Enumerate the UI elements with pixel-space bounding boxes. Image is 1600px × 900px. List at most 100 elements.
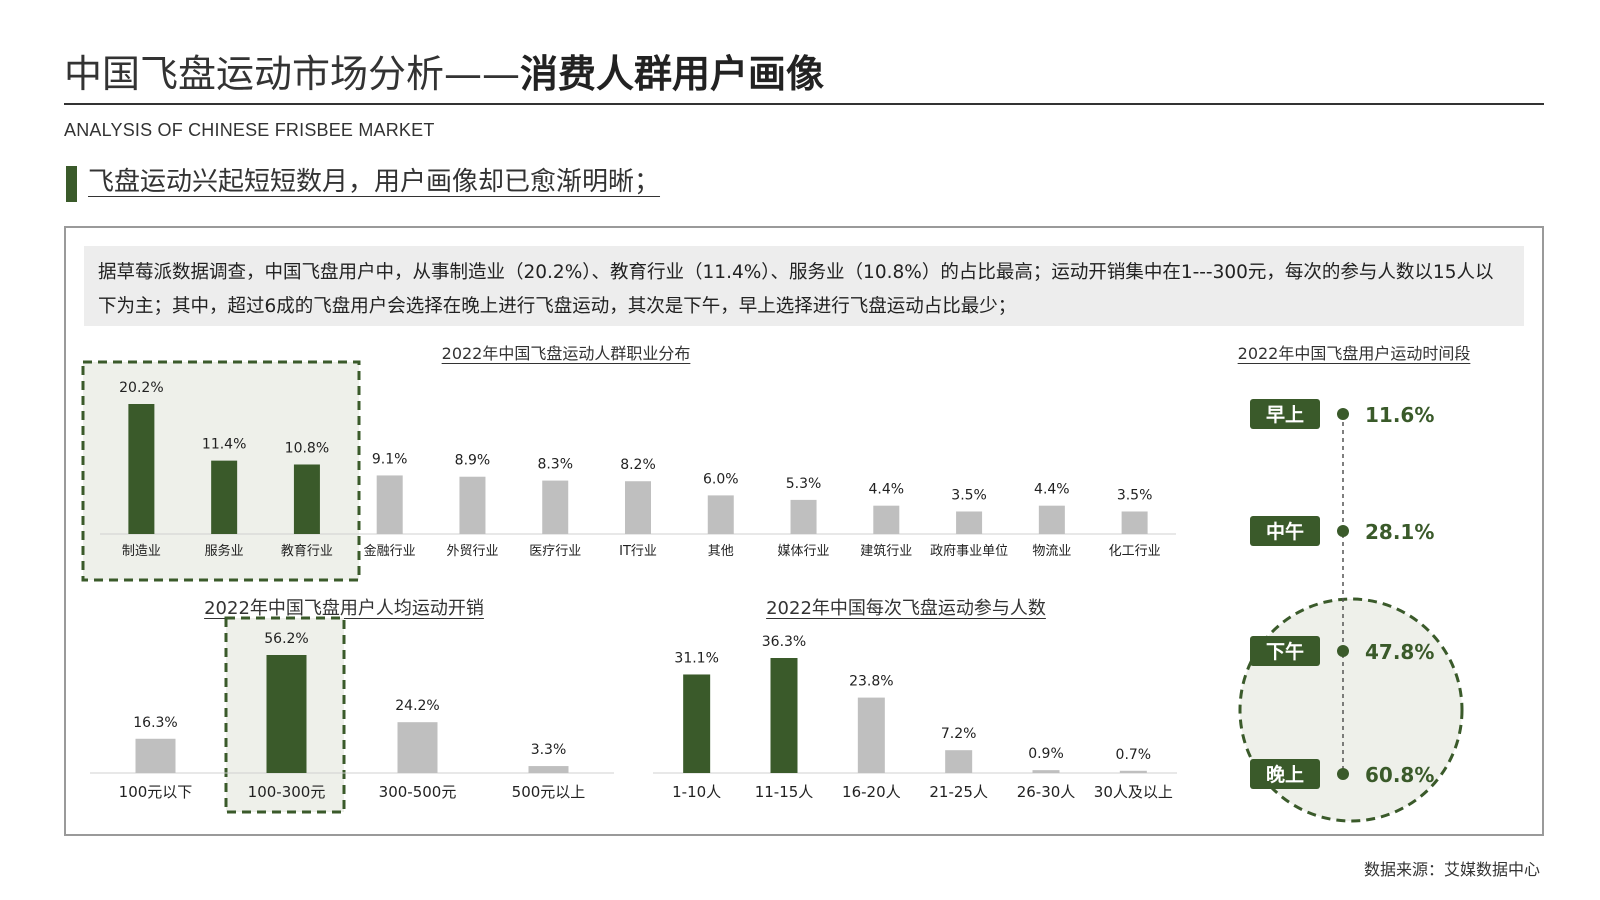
participants-bar xyxy=(857,697,885,773)
occupation-category-label: IT行业 xyxy=(619,544,657,559)
occupation-category-label: 化工行业 xyxy=(1109,544,1161,559)
occupation-category-label: 媒体行业 xyxy=(778,544,830,559)
spending-category-label: 100元以下 xyxy=(119,783,193,801)
summary-text: 据草莓派数据调查，中国飞盘用户中，从事制造业（20.2%）、教育行业（11.4%… xyxy=(84,246,1524,326)
time-value-label: 47.8% xyxy=(1365,640,1434,664)
occupation-value-label: 20.2% xyxy=(119,380,163,396)
participants-category-label: 30人及以上 xyxy=(1094,783,1173,801)
time-point xyxy=(1337,525,1349,537)
occupation-category-label: 其他 xyxy=(708,544,734,559)
occupation-bar xyxy=(1121,511,1148,534)
data-source: 数据来源：艾媒数据中心 xyxy=(1363,860,1540,879)
occupation-value-label: 10.8% xyxy=(285,440,329,456)
participants-category-label: 26-30人 xyxy=(1017,783,1076,801)
time-period-badge xyxy=(1250,759,1320,789)
time-value-label: 11.6% xyxy=(1365,403,1434,427)
occupation-chart-title: 2022年中国飞盘运动人群职业分布 xyxy=(441,344,691,363)
participants-value-label: 23.8% xyxy=(849,674,893,690)
spending-bar xyxy=(135,738,176,773)
time-value-label: 28.1% xyxy=(1365,520,1434,544)
occupation-bar xyxy=(1038,505,1065,534)
occupation-bar xyxy=(376,475,403,534)
spending-value-label: 3.3% xyxy=(531,742,567,758)
time-chart-title: 2022年中国飞盘用户运动时间段 xyxy=(1237,344,1471,363)
occupation-bar xyxy=(542,480,569,534)
spending-category-label: 300-500元 xyxy=(379,783,457,801)
occupation-category-label: 服务业 xyxy=(205,543,244,559)
occupation-value-label: 11.4% xyxy=(202,437,246,453)
participants-value-label: 0.9% xyxy=(1028,746,1064,762)
occupation-value-label: 3.5% xyxy=(1117,487,1153,503)
spending-chart: 16.3% 100元以下 56.2% 100-300元 24.2% 300-500元 3.3… xyxy=(90,616,614,814)
occupation-category-label: 制造业 xyxy=(122,544,161,559)
occupation-category-label: 物流业 xyxy=(1032,544,1071,559)
occupation-bar xyxy=(873,505,900,534)
participants-category-label: 16-20人 xyxy=(842,783,901,801)
section-heading: 飞盘运动兴起短短数月，用户画像却已愈渐明晰； xyxy=(88,167,661,197)
occupation-value-label: 3.5% xyxy=(951,487,987,503)
participants-value-label: 0.7% xyxy=(1116,747,1152,763)
section-accent-bar xyxy=(66,166,77,202)
occupation-value-label: 5.3% xyxy=(786,476,822,492)
participants-category-label: 1-10人 xyxy=(672,783,721,801)
page-title-bold: 消费人群用户画像 xyxy=(520,52,825,96)
spending-bar xyxy=(266,655,307,773)
occupation-bar xyxy=(211,460,238,534)
time-period-badge xyxy=(1250,399,1320,429)
spending-bar xyxy=(528,766,569,773)
content-frame xyxy=(64,226,1544,836)
english-subtitle: ANALYSIS OF CHINESE FRISBEE MARKET xyxy=(64,120,435,140)
occupation-value-label: 4.4% xyxy=(1034,482,1070,498)
participants-value-label: 7.2% xyxy=(941,726,977,742)
occupation-bar xyxy=(956,511,983,534)
participants-chart-title: 2022年中国每次飞盘运动参与人数 xyxy=(766,598,1046,619)
participants-chart: 31.1% 1-10人 36.3% 11-15人 23.8% 16-20人 7.2% 21-2… xyxy=(653,634,1177,801)
time-period-label: 中午 xyxy=(1266,520,1304,543)
spending-bar xyxy=(397,722,438,773)
participants-bar xyxy=(770,658,798,773)
occupation-bar xyxy=(790,499,817,534)
occupation-category-label: 政府事业单位 xyxy=(930,544,1008,559)
participants-category-label: 21-25人 xyxy=(929,783,988,801)
time-period-label: 晚上 xyxy=(1266,763,1304,786)
time-chart: 早上 11.6% 中午 28.1% 下午 47.8% 晚上 60.8% xyxy=(1238,399,1464,823)
occupation-category-label: 建筑行业 xyxy=(860,543,912,559)
spending-value-label: 16.3% xyxy=(133,715,177,731)
occupation-category-label: 教育行业 xyxy=(281,543,333,559)
occupation-value-label: 8.3% xyxy=(537,457,573,473)
title-divider xyxy=(64,103,1544,105)
page-title: 中国飞盘运动市场分析——消费人群用户画像 xyxy=(64,48,824,100)
participants-value-label: 31.1% xyxy=(674,650,718,666)
occupation-value-label: 8.2% xyxy=(620,457,656,473)
occupation-bar xyxy=(459,476,486,534)
time-period-badge xyxy=(1250,636,1320,666)
time-period-label: 下午 xyxy=(1266,640,1304,663)
occupation-chart: 20.2% 制造业 11.4% 服务业 10.8% 教育行业 9.1% 金融行业 8.9% 外贸行… xyxy=(81,360,1176,582)
participants-bar xyxy=(1032,770,1060,773)
spending-value-label: 24.2% xyxy=(395,698,439,714)
occupation-category-label: 金融行业 xyxy=(364,543,416,559)
page-title-light: 中国飞盘运动市场分析—— xyxy=(64,52,521,96)
spending-value-label: 56.2% xyxy=(264,631,308,647)
participants-bar xyxy=(683,674,711,773)
occupation-value-label: 8.9% xyxy=(455,453,491,469)
spending-chart-title: 2022年中国飞盘用户人均运动开销 xyxy=(204,598,484,619)
occupation-value-label: 4.4% xyxy=(869,482,905,498)
time-point xyxy=(1337,408,1349,420)
occupation-value-label: 6.0% xyxy=(703,471,739,487)
time-period-label: 早上 xyxy=(1266,404,1304,426)
occupation-bar xyxy=(625,481,651,534)
occupation-bar xyxy=(128,404,155,534)
occupation-bar xyxy=(707,495,734,534)
participants-value-label: 36.3% xyxy=(762,634,806,650)
occupation-bar xyxy=(293,464,320,534)
spending-category-label: 500元以上 xyxy=(512,783,586,801)
participants-bar xyxy=(1119,770,1147,773)
time-point xyxy=(1337,768,1349,780)
time-period-badge xyxy=(1250,516,1320,546)
spending-category-label: 100-300元 xyxy=(248,783,326,801)
occupation-category-label: 医疗行业 xyxy=(529,544,581,559)
time-point xyxy=(1337,645,1349,657)
participants-bar xyxy=(945,750,973,773)
